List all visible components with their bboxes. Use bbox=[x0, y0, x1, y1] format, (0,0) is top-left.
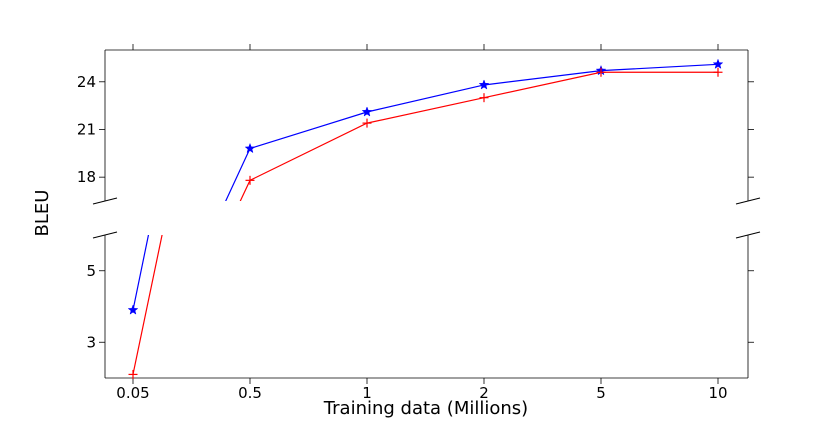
top-panel-series bbox=[225, 63, 719, 201]
series-2-point bbox=[596, 67, 606, 77]
series-markers bbox=[127, 58, 724, 379]
series-1-point bbox=[244, 142, 256, 154]
series-2-point bbox=[245, 175, 255, 185]
axis-break-mark-left-top bbox=[92, 197, 118, 205]
series-1-point bbox=[127, 304, 139, 315]
y-tick-label: 24 bbox=[77, 73, 96, 91]
axes-frames bbox=[92, 49, 761, 379]
y-axis-label: BLEU bbox=[32, 190, 53, 237]
axis-break-mark-right-bottom bbox=[735, 231, 761, 239]
y-tick-label: 21 bbox=[77, 120, 96, 138]
axis-break-mark-right-top bbox=[735, 197, 761, 205]
series-1-point bbox=[361, 106, 373, 117]
series-1-point bbox=[478, 79, 490, 90]
bottom-panel-series bbox=[132, 235, 163, 375]
series-1-line-bottom bbox=[132, 235, 150, 311]
series-1-line-top bbox=[225, 63, 719, 201]
y-tick-label: 5 bbox=[86, 262, 96, 280]
x-tick-label: 5 bbox=[596, 384, 606, 402]
series-2-point bbox=[479, 93, 489, 103]
x-axis-label: Training data (Millions) bbox=[323, 398, 528, 419]
x-tick-label: 10 bbox=[708, 384, 727, 402]
series-2-point bbox=[362, 118, 372, 128]
axis-ticks: 0.05 0.5 1 2 5 10 18 21 24 3 5 bbox=[77, 44, 754, 402]
series-2-line-bottom bbox=[132, 235, 163, 375]
x-tick-label: 2 bbox=[479, 384, 489, 402]
y-tick-label: 3 bbox=[86, 333, 96, 351]
series-2-point bbox=[713, 67, 723, 77]
x-tick-label: 0.5 bbox=[238, 384, 262, 402]
x-tick-label: 1 bbox=[362, 384, 372, 402]
axis-break-mark-left-bottom bbox=[92, 231, 118, 239]
y-tick-label: 18 bbox=[77, 168, 96, 186]
series-2-point bbox=[128, 369, 138, 379]
x-tick-label: 0.05 bbox=[116, 384, 149, 402]
series-2-line-top bbox=[239, 71, 718, 201]
series-1-point bbox=[712, 58, 724, 69]
